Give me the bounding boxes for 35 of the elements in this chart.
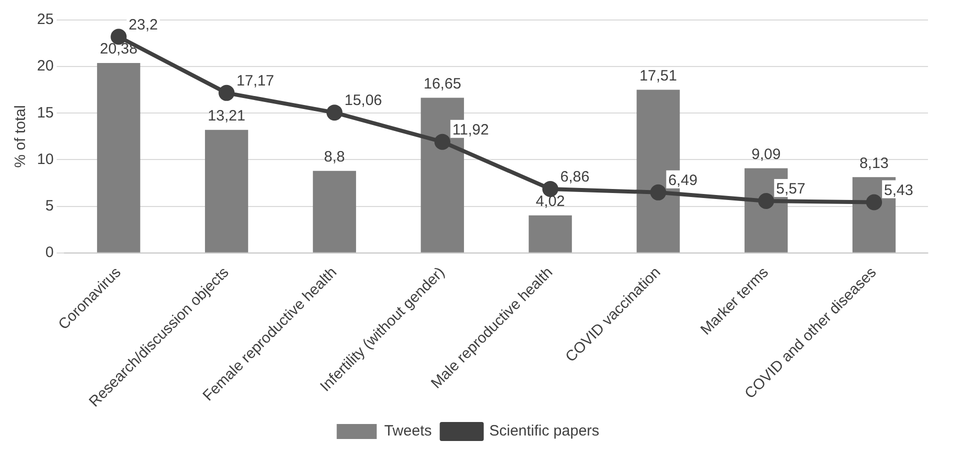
point bbox=[434, 134, 450, 150]
point bbox=[866, 194, 882, 210]
y-tick-label: 25 bbox=[36, 11, 54, 28]
data-label: 8,13 bbox=[859, 154, 889, 172]
data-label: 23,2 bbox=[128, 16, 158, 34]
data-label: 6,86 bbox=[560, 168, 590, 186]
y-tick-label: 5 bbox=[45, 197, 54, 214]
data-label: 6,49 bbox=[668, 172, 698, 190]
data-label: 5,57 bbox=[776, 180, 806, 198]
data-label: 17,17 bbox=[236, 72, 274, 90]
point bbox=[650, 184, 666, 200]
bar bbox=[204, 130, 248, 252]
data-label: 9,09 bbox=[752, 146, 781, 163]
point bbox=[326, 104, 342, 121]
data-label: 11,92 bbox=[452, 121, 489, 138]
bar bbox=[528, 215, 572, 252]
y-tick-label: 10 bbox=[36, 150, 54, 168]
y-tick-label: 15 bbox=[36, 104, 54, 122]
data-label: 8,8 bbox=[324, 148, 345, 166]
y-tick-label: 0 bbox=[45, 244, 54, 261]
point bbox=[758, 192, 774, 209]
legend-label: Scientific papers bbox=[489, 422, 600, 440]
bar bbox=[312, 170, 356, 252]
data-label: 4,02 bbox=[536, 193, 565, 210]
data-label: 17,51 bbox=[639, 67, 677, 84]
data-label: 16,65 bbox=[424, 75, 462, 92]
y-tick-label: 20 bbox=[36, 58, 54, 75]
bar bbox=[97, 63, 140, 252]
data-label: 5,43 bbox=[884, 182, 914, 199]
y-axis-title: % of total bbox=[12, 105, 30, 168]
data-label: 13,21 bbox=[208, 107, 246, 124]
point bbox=[542, 180, 558, 197]
legend-label: Tweets bbox=[384, 422, 432, 440]
data-label: 15,06 bbox=[344, 92, 382, 110]
point bbox=[218, 84, 235, 101]
